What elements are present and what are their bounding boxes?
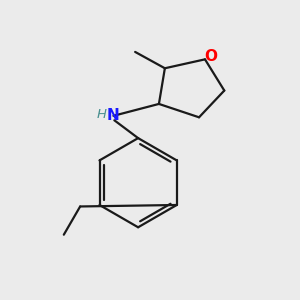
- Text: N: N: [107, 108, 120, 123]
- Text: H: H: [97, 108, 106, 122]
- Text: O: O: [204, 50, 217, 64]
